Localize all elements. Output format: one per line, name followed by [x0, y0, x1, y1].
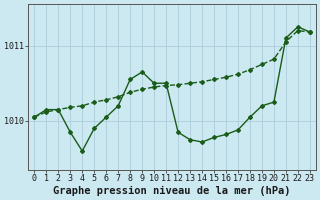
X-axis label: Graphe pression niveau de la mer (hPa): Graphe pression niveau de la mer (hPa): [53, 186, 291, 196]
